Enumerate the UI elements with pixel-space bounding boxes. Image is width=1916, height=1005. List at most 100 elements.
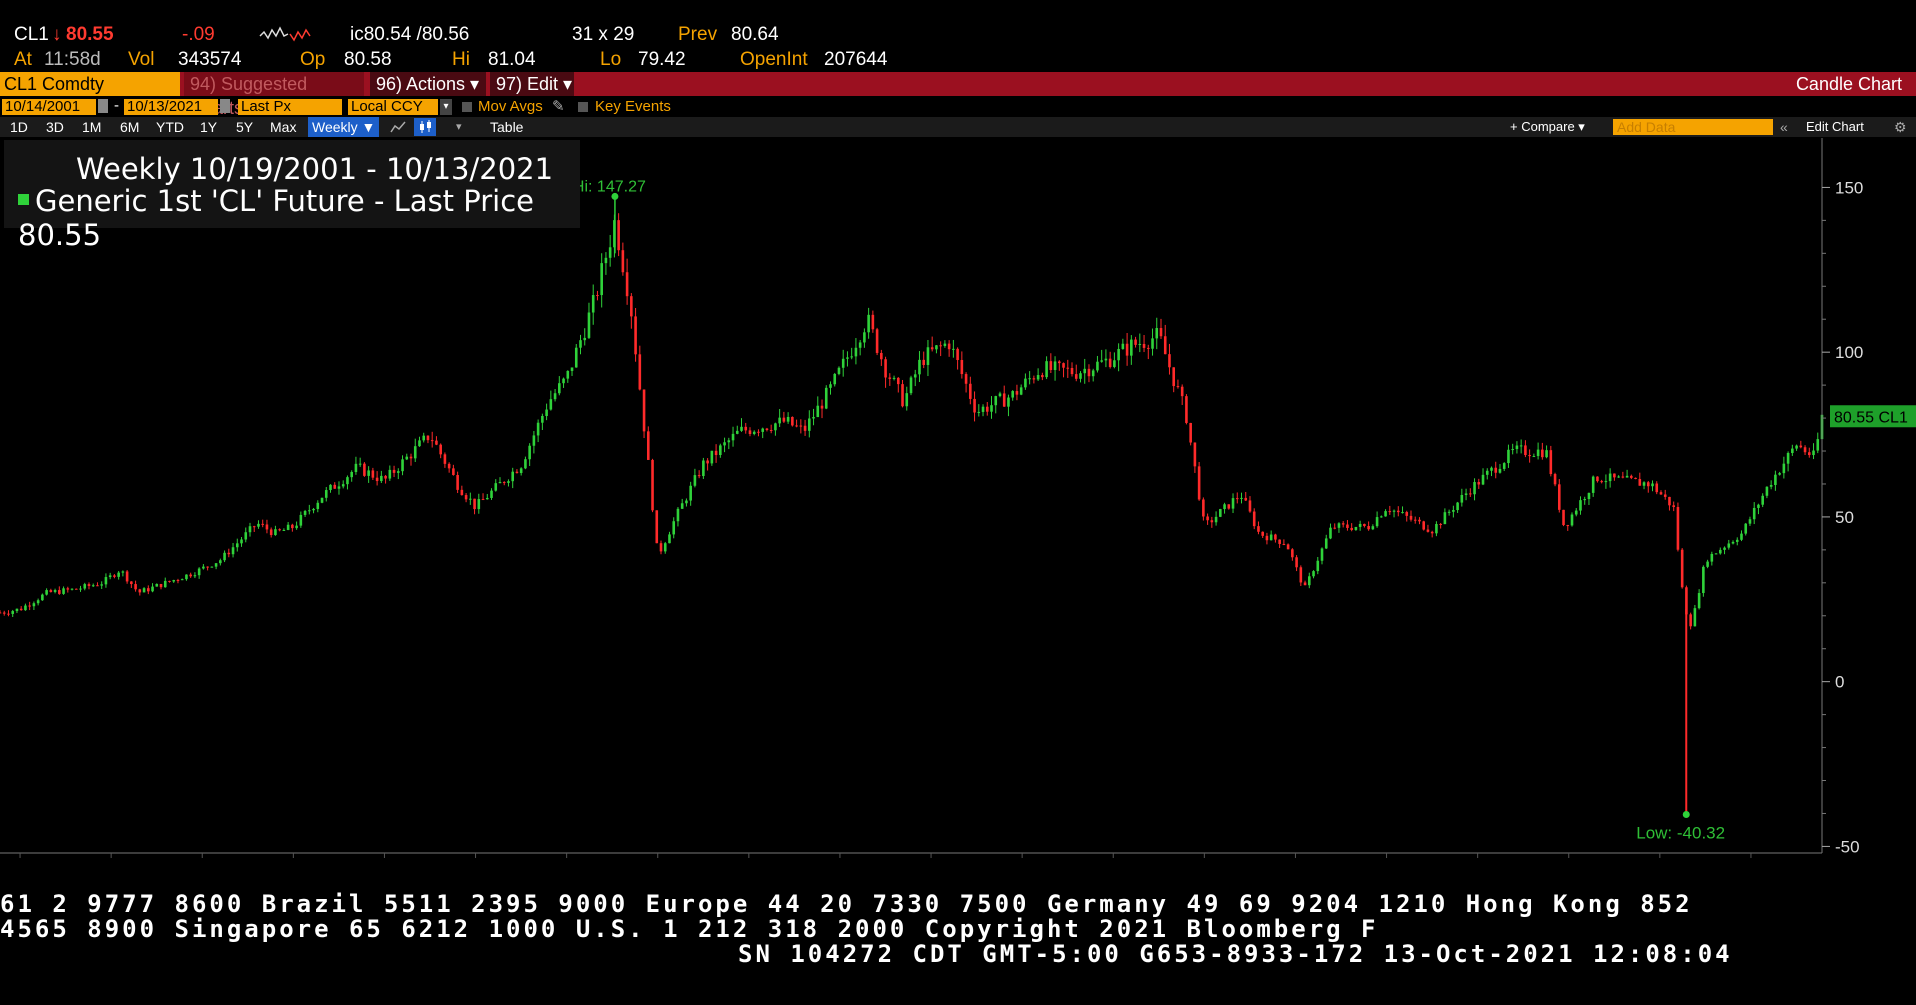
candle xyxy=(223,552,226,561)
candle xyxy=(278,529,281,531)
candle-chart-icon[interactable] xyxy=(414,118,436,136)
down-arrow-icon: ↓ xyxy=(52,24,62,45)
candle xyxy=(956,348,959,361)
period-1d[interactable]: 1D xyxy=(10,119,28,135)
period-max[interactable]: Max xyxy=(270,119,297,135)
candle xyxy=(70,588,74,590)
candle xyxy=(1562,509,1565,526)
collapse-icon[interactable]: « xyxy=(1780,119,1788,135)
candle xyxy=(1384,511,1387,517)
line-chart-icon[interactable] xyxy=(390,120,406,134)
period-3d[interactable]: 3D xyxy=(46,119,64,135)
gear-icon[interactable]: ⚙ xyxy=(1894,119,1907,135)
candle xyxy=(388,469,392,479)
candle xyxy=(1324,538,1328,549)
candle xyxy=(426,435,430,441)
candle xyxy=(1812,450,1815,456)
candle xyxy=(485,497,489,500)
candle xyxy=(79,588,82,590)
candle xyxy=(202,566,205,569)
candle xyxy=(969,383,972,399)
candle xyxy=(680,503,684,509)
candle xyxy=(363,463,366,476)
candle xyxy=(740,426,743,431)
candle xyxy=(1710,553,1714,562)
candle xyxy=(1456,502,1459,511)
candle xyxy=(786,416,790,422)
candle xyxy=(604,257,608,264)
candle xyxy=(1515,445,1519,450)
period-ytd[interactable]: YTD xyxy=(156,119,184,135)
candle xyxy=(1570,514,1574,526)
candle xyxy=(850,356,853,358)
period-5y[interactable]: 5Y xyxy=(236,119,254,135)
candle xyxy=(53,590,57,592)
footer-line-2: 4565 8900 Singapore 65 6212 1000 U.S. 1 … xyxy=(0,915,1379,943)
price-field-select[interactable]: Last Px xyxy=(238,99,342,115)
candle xyxy=(1244,497,1248,501)
candle xyxy=(1591,476,1595,493)
calendar-icon[interactable] xyxy=(220,99,230,113)
period-6m[interactable]: 6M xyxy=(120,119,140,135)
start-date-field[interactable]: 10/14/2001 xyxy=(2,99,96,115)
edit-chart-button[interactable]: Edit Chart xyxy=(1806,119,1864,134)
candle xyxy=(820,405,824,409)
candle xyxy=(854,347,858,357)
currency-select[interactable]: Local CCY xyxy=(348,99,438,115)
mov-avgs-label[interactable]: Mov Avgs xyxy=(478,98,543,115)
chevron-down-icon[interactable]: ▾ xyxy=(440,99,452,115)
candle xyxy=(231,547,235,555)
candle xyxy=(396,471,400,473)
candle xyxy=(935,345,938,350)
candle xyxy=(608,247,612,258)
candle xyxy=(528,445,531,460)
candle xyxy=(812,417,815,419)
candle xyxy=(1532,456,1536,458)
candle xyxy=(748,430,752,434)
frequency-select[interactable]: Weekly ▼ xyxy=(308,117,380,137)
key-events-label[interactable]: Key Events xyxy=(595,98,671,115)
candle xyxy=(1312,571,1315,577)
compare-button[interactable]: + Compare ▾ xyxy=(1510,119,1585,134)
y-tick-label: 150 xyxy=(1835,178,1863,197)
candle xyxy=(621,250,625,273)
candle xyxy=(185,574,188,580)
series-name: Generic 1st 'CL' Future - Last Price xyxy=(35,184,535,218)
period-1m[interactable]: 1M xyxy=(82,119,102,135)
key-events-checkbox[interactable] xyxy=(578,102,588,112)
security-input[interactable]: CL1 Comdty xyxy=(0,72,180,96)
candle xyxy=(1024,378,1027,388)
actions-menu[interactable]: 96) Actions ▾ xyxy=(370,72,486,96)
candle xyxy=(1778,473,1781,475)
add-data-input[interactable]: Add Data xyxy=(1613,119,1773,135)
edit-menu[interactable]: 97) Edit ▾ xyxy=(490,72,574,96)
candle xyxy=(985,406,989,412)
candle xyxy=(320,497,324,503)
candle xyxy=(1346,524,1349,528)
candle xyxy=(308,510,311,512)
pencil-icon[interactable]: ✎ xyxy=(552,98,565,115)
candle xyxy=(41,594,44,601)
calendar-icon[interactable] xyxy=(98,99,108,113)
candle xyxy=(782,417,786,422)
candle xyxy=(651,459,654,511)
candle xyxy=(1668,496,1671,506)
candle-chart[interactable]: Hi: 147.27 Low: -40.32 150 100 50 0 -50 80.55 C… xyxy=(0,138,1916,858)
candle xyxy=(49,590,53,592)
candle xyxy=(494,483,498,491)
candle xyxy=(1193,442,1197,467)
candle xyxy=(693,475,697,486)
candle xyxy=(439,444,442,455)
chevron-down-icon[interactable]: ▾ xyxy=(456,121,462,133)
end-date-field[interactable]: 10/13/2021 xyxy=(124,99,218,115)
candle xyxy=(1625,475,1629,478)
candle xyxy=(1108,358,1112,367)
candle xyxy=(269,529,273,536)
mov-avgs-checkbox[interactable] xyxy=(462,102,472,112)
period-1y[interactable]: 1Y xyxy=(200,119,218,135)
table-button[interactable]: Table xyxy=(490,119,524,135)
candle xyxy=(1761,495,1764,505)
candle xyxy=(1422,521,1426,530)
suggested-charts-button[interactable]: 94) Suggested Charts xyxy=(184,72,364,118)
candle xyxy=(591,295,595,313)
